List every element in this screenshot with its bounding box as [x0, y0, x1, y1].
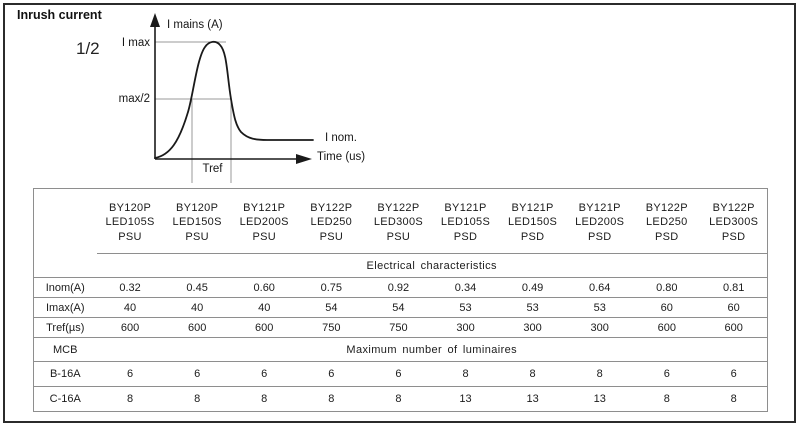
value-cell: 8: [328, 393, 335, 405]
row-label: Tref(µs): [33, 317, 97, 338]
table-header-row: BY120P LED105S PSU BY120P LED150S PSU BY12…: [34, 188, 768, 254]
value-cell: 600: [96, 317, 164, 338]
table-row: MCB Maximum number of luminaires: [33, 337, 768, 362]
value-cell: 300: [499, 317, 567, 338]
value-cell: 600: [230, 317, 298, 338]
row-label: B-16A: [33, 361, 97, 387]
column-header: BY122P LED250 PSU: [297, 188, 365, 254]
characteristics-table-body: BY120P LED105S PSU BY120P LED150S PSU BY12…: [33, 188, 768, 412]
column-header: BY122P LED300S PSD: [700, 188, 768, 254]
value-cell: 600: [163, 317, 231, 338]
inrush-current-diagram: [150, 13, 314, 183]
value-cell: 40: [230, 297, 298, 318]
value-cell: 13: [593, 393, 606, 405]
column-header: BY120P LED105S PSU: [96, 188, 164, 254]
y-axis-label: I mains (A): [167, 19, 223, 31]
value-cell: 8: [261, 393, 268, 405]
value-cell: 8: [395, 393, 402, 405]
row-label: [33, 253, 97, 278]
value-cell: 6: [633, 361, 701, 387]
value-cell: 0.49: [499, 277, 567, 298]
time-axis-label: Time (us): [317, 151, 366, 163]
tref-label: Tref: [202, 163, 223, 175]
value-cell: 6: [163, 361, 231, 387]
x-axis-arrowhead: [296, 154, 312, 164]
value-cell: 13: [526, 393, 539, 405]
row-label: Imax(A): [33, 297, 97, 318]
value-cell: 53: [566, 297, 634, 318]
y-axis-arrowhead: [150, 13, 160, 27]
value-cell: 6: [364, 361, 432, 387]
column-header: BY121P LED150S PSD: [499, 188, 567, 254]
column-header: BY122P LED250 PSD: [633, 188, 701, 254]
value-cell: 53: [431, 297, 500, 318]
value-cell: 0.64: [566, 277, 634, 298]
column-header: BY121P LED105S PSD: [431, 188, 500, 254]
value-cell: 53: [499, 297, 567, 318]
value-cell: 0.81: [700, 277, 768, 298]
value-cell: 0.32: [96, 277, 164, 298]
page-fraction: 1/2: [76, 39, 100, 58]
column-header: BY120P LED150S PSU: [163, 188, 231, 254]
value-cell: 8: [730, 393, 737, 405]
value-cell: 6: [700, 361, 768, 387]
value-cell: 6: [96, 361, 164, 387]
page-border: [3, 3, 796, 423]
value-cell: 0.75: [297, 277, 365, 298]
value-cell: 6: [230, 361, 298, 387]
value-cell: 300: [566, 317, 634, 338]
table-row: Electrical characteristics: [33, 253, 768, 278]
inrush-current-curve: [154, 40, 314, 159]
column-header: BY122P LED300S PSU: [364, 188, 432, 254]
value-cell: 60: [633, 297, 701, 318]
value-cell: 8: [431, 361, 500, 387]
corner-cell: [34, 189, 97, 254]
imax-label: I max: [121, 37, 150, 49]
characteristics-table: BY120P LED105S PSU BY120P LED150S PSU BY12…: [33, 188, 768, 412]
table-row: Inom(A) 0.32 0.45 0.60 0.75 0.92 0.34 0.49 0.64 0…: [33, 277, 768, 298]
table-row: Tref(µs) 600 600 600 750 750 300 300 300 600 600: [33, 317, 768, 338]
value-cell: 8: [499, 361, 567, 387]
value-cell: 6: [297, 361, 365, 387]
value-cell: 750: [364, 317, 432, 338]
value-cell: 0.45: [163, 277, 231, 298]
value-cell: 8: [126, 393, 134, 405]
value-cell: 54: [297, 297, 365, 318]
table-row: B-16A 6 6 6 6 6 8 8 8 6 6: [33, 361, 768, 387]
half-max-label: max/2: [118, 93, 150, 105]
column-header: BY121P LED200S PSU: [230, 188, 298, 254]
value-cell: 0.60: [230, 277, 298, 298]
column-header: BY121P LED200S PSD: [566, 188, 634, 254]
value-cell: 0.80: [633, 277, 701, 298]
page-title: Inrush current: [17, 8, 102, 22]
value-cell: 750: [297, 317, 365, 338]
table-row: Imax(A) 40 40 40 54 54 53 53 53 60 60: [33, 297, 768, 318]
section-header: Maximum number of luminaires: [96, 337, 768, 362]
value-cell: 0.34: [431, 277, 500, 298]
row-label: Inom(A): [33, 277, 97, 298]
value-cell: 60: [700, 297, 768, 318]
value-cell: 0.92: [364, 277, 432, 298]
value-cell: 54: [364, 297, 432, 318]
section-header: Electrical characteristics: [96, 253, 768, 278]
table-row: C-16A 8 8 8 8 8 13 13 13 8 8: [34, 387, 768, 412]
value-cell: 8: [194, 393, 201, 405]
value-cell: 600: [633, 317, 701, 338]
value-cell: 600: [700, 317, 768, 338]
value-cell: 40: [96, 297, 164, 318]
value-cell: 300: [431, 317, 500, 338]
row-label: C-16A: [49, 393, 81, 405]
row-label: MCB: [33, 337, 97, 362]
value-cell: 13: [459, 393, 472, 405]
value-cell: 40: [163, 297, 231, 318]
inom-label: I nom.: [325, 132, 357, 144]
value-cell: 8: [663, 393, 670, 405]
value-cell: 8: [566, 361, 634, 387]
